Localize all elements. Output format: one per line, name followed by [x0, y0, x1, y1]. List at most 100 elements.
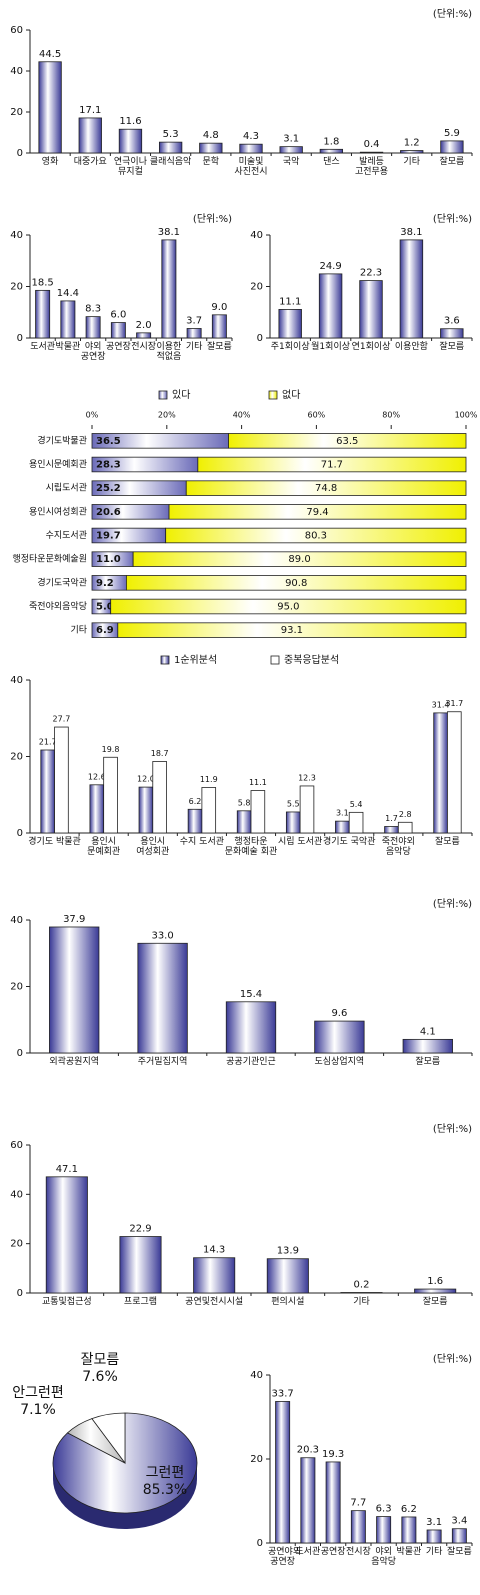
bar	[414, 1288, 457, 1294]
bar	[118, 128, 143, 154]
value-label: 1.7	[385, 814, 398, 823]
bar-segment	[110, 598, 467, 615]
x-tick-label: 주1회이상	[270, 342, 310, 352]
x-tick-label: 클래식음악	[149, 157, 192, 167]
bar	[335, 820, 350, 834]
bar	[136, 332, 152, 339]
value-label: 37.9	[63, 914, 85, 925]
x-tick-label: 잘모름	[439, 342, 465, 352]
bar	[45, 1176, 88, 1294]
bar	[300, 1457, 316, 1544]
bar-segment	[132, 551, 467, 567]
unit-label: (단위:%)	[433, 1122, 472, 1135]
value-label: 17.1	[79, 105, 101, 116]
y-tick-label: 20	[250, 282, 263, 293]
bar	[110, 322, 126, 339]
y-tick-label: 40	[10, 66, 23, 77]
value-label: 11.1	[249, 778, 267, 787]
value-label: 6.2	[189, 797, 202, 806]
legend-swatch	[160, 655, 170, 665]
legend-swatch	[270, 655, 280, 665]
x-tick-label: 0%	[86, 411, 99, 420]
x-tick-label: 야외 공연장	[80, 342, 106, 363]
bar	[451, 1528, 467, 1544]
value-label: 5.3	[163, 129, 179, 140]
value-label: 5.4	[350, 800, 363, 809]
value-label: 1.2	[404, 138, 420, 149]
value-label: 11.0	[96, 554, 121, 565]
y-tick-label: 0	[17, 828, 23, 839]
bar	[199, 142, 223, 154]
x-tick-label: 잘모름	[439, 157, 465, 167]
value-label: 71.7	[321, 460, 343, 471]
value-label: 6.3	[376, 1504, 392, 1515]
value-label: 12.0	[137, 775, 155, 784]
value-label: 6.2	[401, 1504, 417, 1515]
y-tick-label: 40	[10, 675, 23, 686]
bar	[447, 711, 462, 834]
x-tick-label: 주거밀집지역	[137, 1057, 188, 1067]
bar	[402, 1038, 453, 1054]
y-tick-label: 40	[10, 230, 23, 241]
bar	[350, 1510, 366, 1544]
x-tick-label: 월1회이상	[311, 342, 351, 352]
value-label: 18.7	[151, 749, 169, 758]
y-tick-label: 60	[10, 1140, 23, 1151]
bar	[279, 146, 303, 154]
x-tick-label: 60%	[308, 411, 326, 420]
bar	[285, 811, 301, 834]
bar	[161, 239, 177, 339]
value-label: 79.4	[306, 507, 328, 518]
value-label: 9.2	[96, 578, 114, 589]
bar	[211, 314, 227, 339]
slice-value: 7.6%	[82, 1369, 118, 1385]
value-label: 21.7	[39, 737, 57, 746]
legend-label: 없다	[282, 388, 300, 401]
value-label: 7.7	[350, 1498, 366, 1509]
x-tick-label: 잘모름	[415, 1057, 441, 1067]
bar	[400, 150, 424, 154]
bar	[236, 810, 252, 834]
x-tick-label: 공연장	[105, 342, 131, 352]
x-tick-label: 80%	[382, 411, 400, 420]
bar	[440, 140, 464, 154]
bar	[239, 143, 263, 154]
value-label: 89.0	[288, 554, 310, 565]
value-label: 74.8	[315, 483, 337, 494]
bar	[278, 309, 302, 339]
value-label: 28.3	[96, 460, 121, 471]
bar	[440, 328, 464, 339]
bar	[399, 239, 424, 339]
value-label: 31.4	[432, 700, 450, 709]
value-label: 3.1	[336, 809, 349, 818]
x-tick-label: 죽전야외 음악당	[381, 837, 415, 858]
bar-segment	[197, 456, 467, 473]
x-tick-label: 전시장	[131, 342, 157, 352]
bar	[137, 942, 188, 1054]
value-label: 27.7	[53, 715, 71, 724]
value-label: 5.5	[287, 799, 300, 808]
value-label: 63.5	[336, 436, 358, 447]
value-label: 20.3	[297, 1445, 319, 1456]
value-label: 19.3	[322, 1449, 344, 1460]
bar	[318, 273, 343, 339]
x-tick-label: 공연장	[320, 1547, 346, 1557]
value-label: 0.2	[354, 1280, 370, 1291]
x-tick-label: 40%	[233, 411, 251, 420]
value-label: 1.8	[323, 136, 339, 147]
x-tick-label: 20%	[158, 411, 176, 420]
y-tick-label: 0	[257, 333, 263, 344]
y-tick-label: 경기도박물관	[37, 434, 87, 446]
y-tick-label: 20	[10, 982, 23, 993]
value-label: 3.1	[283, 134, 299, 145]
bar	[376, 1516, 392, 1544]
value-label: 13.9	[277, 1246, 299, 1257]
value-label: 19.8	[102, 745, 120, 754]
x-tick-label: 행정타운 문화예술 회관	[224, 837, 278, 858]
value-label: 8.3	[85, 304, 101, 315]
bar	[401, 1516, 417, 1544]
value-label: 5.0	[96, 602, 114, 613]
bar	[250, 790, 266, 834]
bar	[158, 141, 183, 154]
